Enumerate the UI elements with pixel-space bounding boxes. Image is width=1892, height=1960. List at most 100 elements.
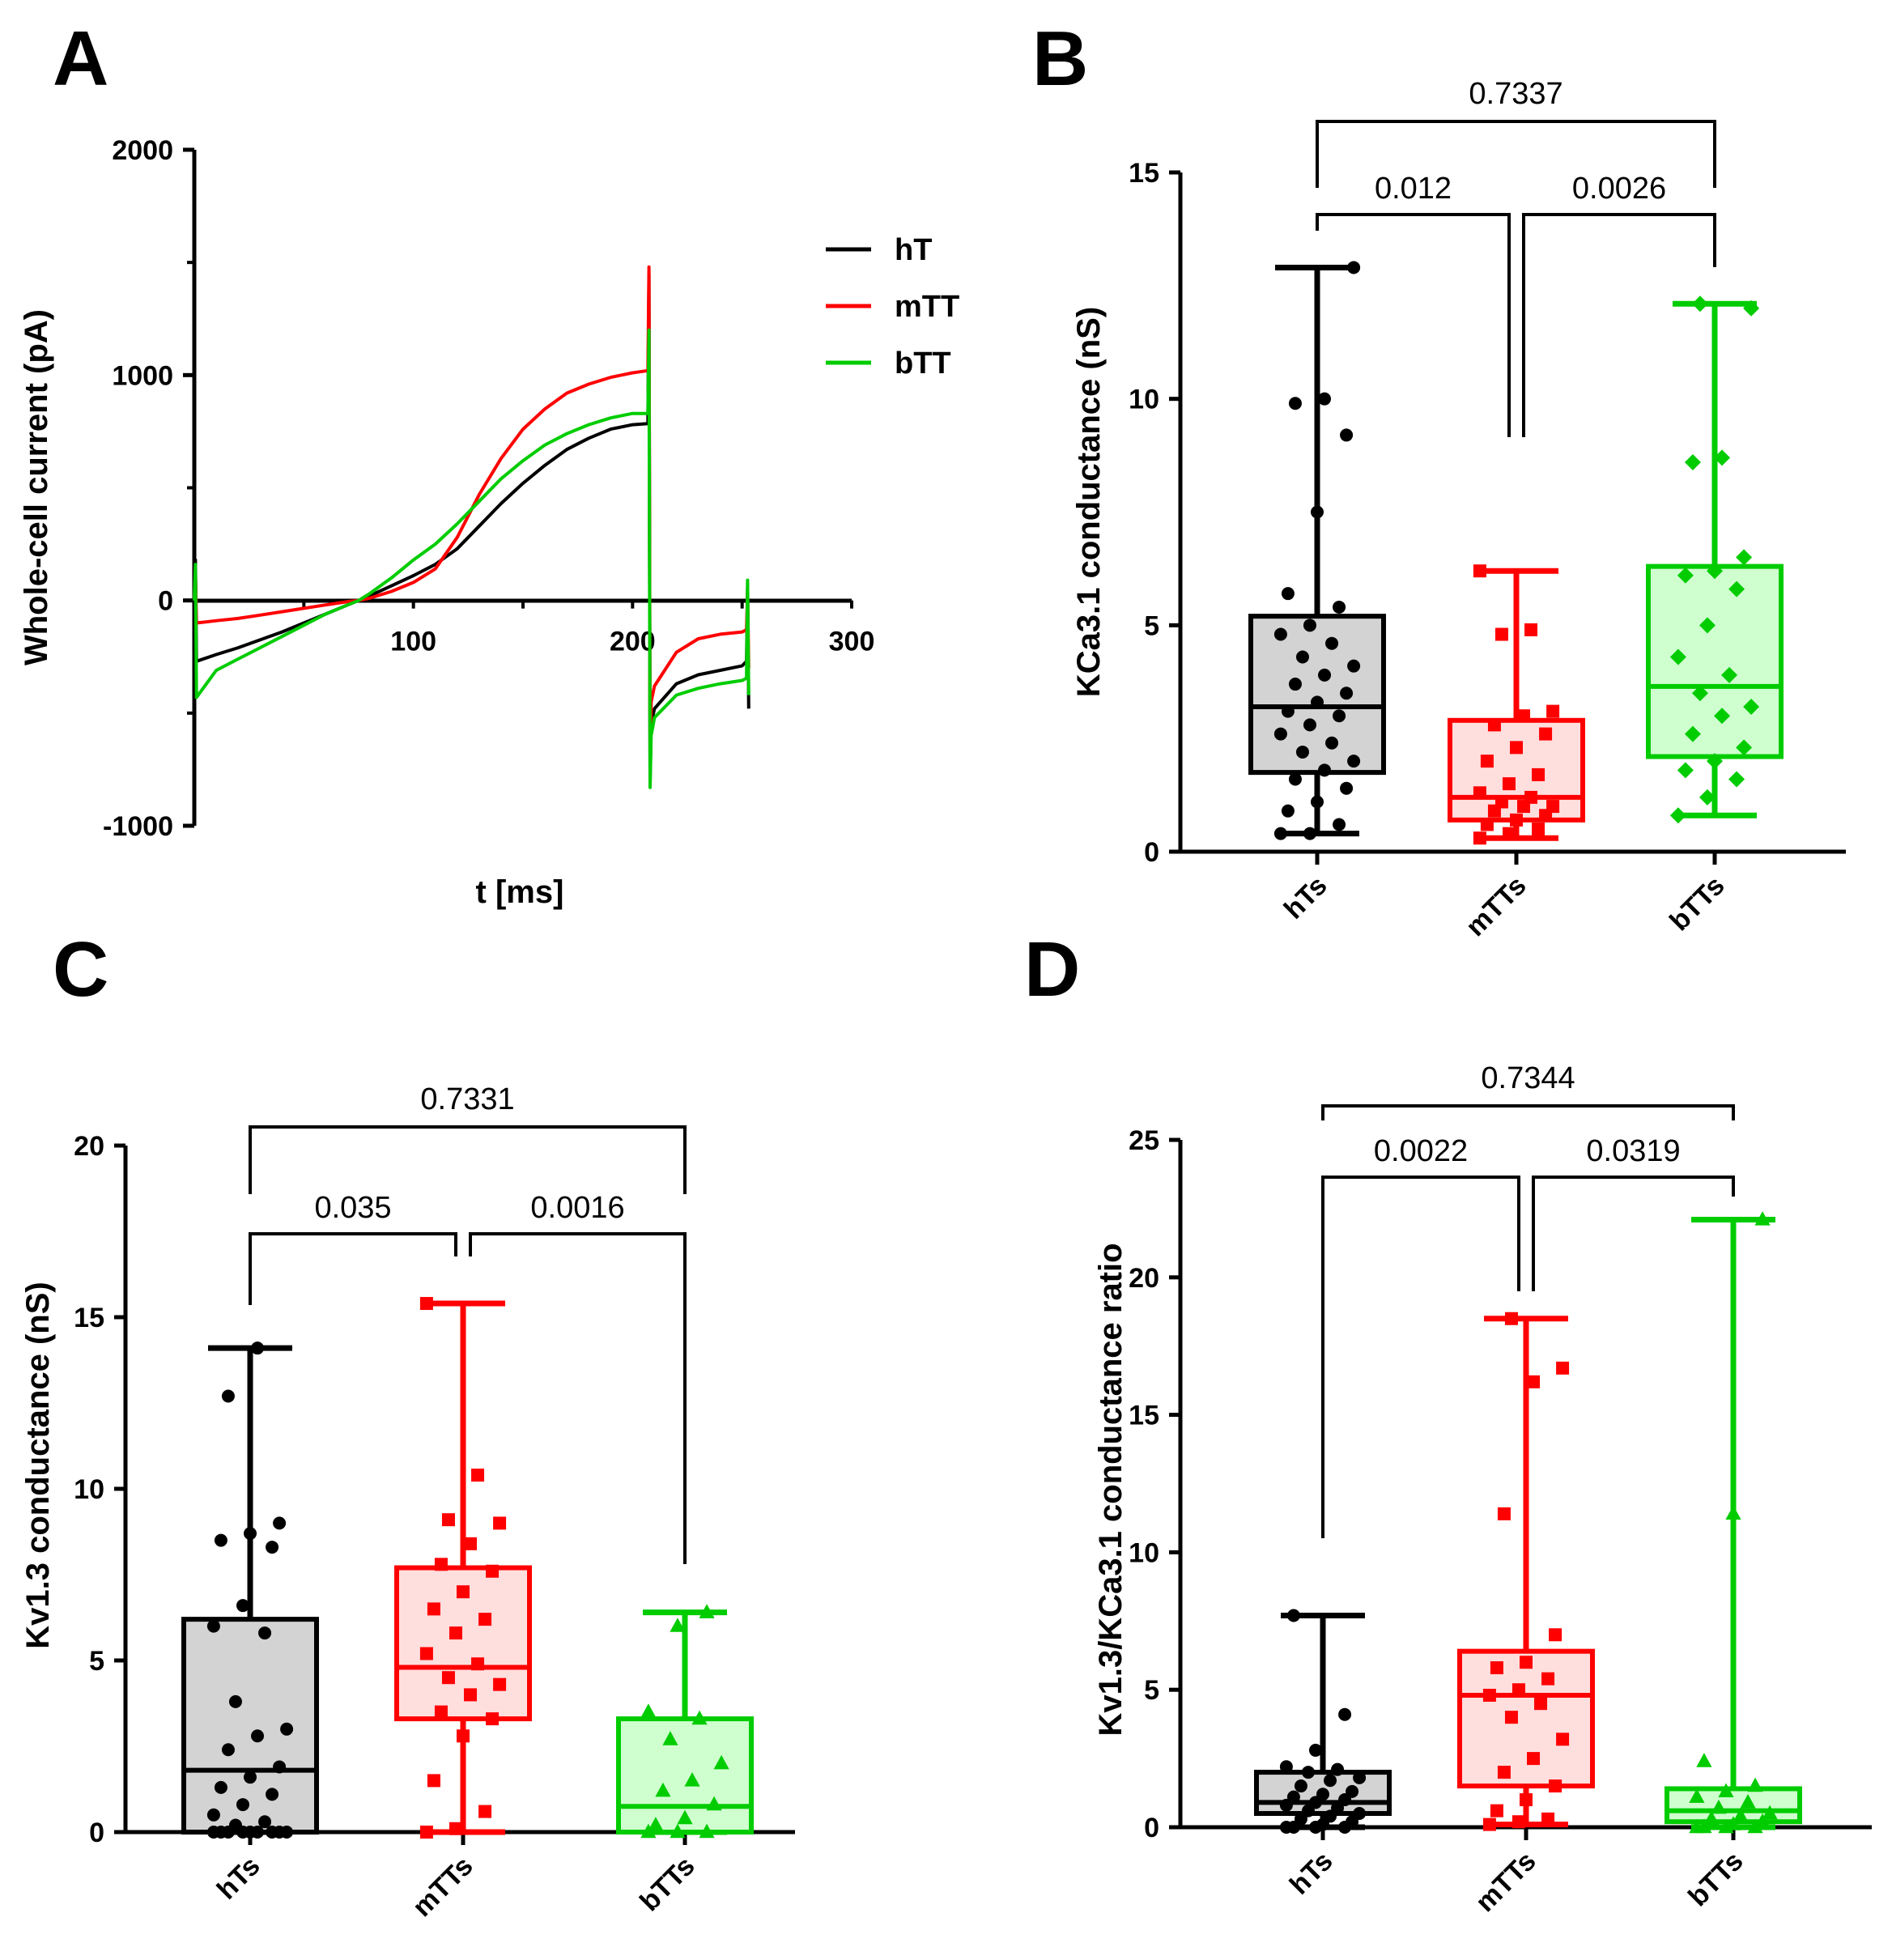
panel-a-line-chart: -1000 0 1000 2000 100 200 300 hT mTT bTT t [ms… <box>19 135 959 910</box>
panel-a-y-tick-label: 2000 <box>112 135 173 166</box>
panel-b-box-mtts <box>1448 564 1585 845</box>
data-point <box>1340 781 1354 795</box>
data-point <box>206 1619 220 1633</box>
data-point <box>1273 827 1287 840</box>
data-point <box>1325 636 1339 650</box>
data-point <box>449 1822 462 1835</box>
data-point <box>1303 718 1316 732</box>
panel-a-y-tick-label: 0 <box>158 586 173 617</box>
data-point <box>236 1599 249 1613</box>
panel-a-legend: hT mTT bTT <box>826 233 959 381</box>
data-point <box>1288 772 1302 786</box>
data-point <box>251 1341 265 1355</box>
data-point <box>1288 397 1302 410</box>
data-point <box>1728 580 1745 597</box>
legend-label-ht: hT <box>895 233 932 267</box>
data-point <box>640 1703 657 1718</box>
panel-d-y-tick-label: 5 <box>1144 1675 1159 1706</box>
data-point <box>280 1722 294 1736</box>
comparison-bracket-1 <box>249 1232 457 1305</box>
data-point <box>266 1788 279 1801</box>
data-point <box>206 1808 220 1822</box>
panel-c-y-tick-label: 5 <box>89 1646 104 1677</box>
panel-c-y-tick-label: 0 <box>89 1818 104 1848</box>
data-point <box>1303 619 1316 632</box>
panel-b-box-hts <box>1248 261 1386 840</box>
data-point <box>1340 687 1354 700</box>
data-point <box>1281 587 1295 601</box>
data-point <box>1497 1766 1511 1779</box>
data-point <box>280 1826 294 1839</box>
panel-d-box-mtts <box>1457 1312 1595 1831</box>
data-point <box>1696 1753 1712 1767</box>
data-point <box>1333 818 1346 831</box>
data-point <box>419 1647 433 1660</box>
panel-a-x-tick-label: 300 <box>829 627 875 657</box>
data-point <box>1318 763 1332 777</box>
data-point <box>221 1389 235 1403</box>
data-point <box>266 1541 279 1554</box>
panel-c-y-tick-label: 15 <box>74 1303 104 1333</box>
box-iqr <box>1448 717 1585 823</box>
data-point <box>457 1729 470 1743</box>
data-point <box>1532 823 1545 836</box>
data-point <box>1669 648 1686 665</box>
box-iqr <box>181 1617 319 1835</box>
panel-b-y-tick-label: 5 <box>1144 610 1159 641</box>
data-point <box>434 1558 448 1571</box>
data-point <box>1539 727 1553 741</box>
panel-b-box-btts <box>1646 295 1784 824</box>
data-point <box>228 1818 242 1832</box>
data-point <box>1556 1733 1570 1746</box>
data-point <box>1747 1818 1763 1834</box>
data-point <box>1703 1810 1720 1826</box>
data-point <box>670 1618 686 1632</box>
panel-letter-b: B <box>1032 15 1088 102</box>
data-point <box>1473 786 1486 800</box>
comparison-label-2: 0.0319 <box>1586 1134 1680 1168</box>
data-point <box>1288 678 1302 691</box>
data-point <box>434 1705 448 1719</box>
panel-a-series <box>193 265 750 789</box>
comparison-label-3: 0.7337 <box>1469 77 1562 111</box>
data-point <box>1728 771 1745 788</box>
comparison-label-2: 0.0016 <box>530 1191 624 1225</box>
panel-letter-a: A <box>53 15 108 102</box>
data-point <box>419 1297 433 1311</box>
data-point <box>1546 800 1560 814</box>
panel-d-y-tick-label: 10 <box>1129 1537 1159 1568</box>
comparison-label-1: 0.012 <box>1375 172 1452 206</box>
data-point <box>228 1694 242 1708</box>
data-point <box>1301 1766 1315 1779</box>
panel-a-series-mtt <box>193 265 750 760</box>
data-point <box>1480 818 1494 831</box>
data-point <box>457 1585 470 1599</box>
data-point <box>214 1533 227 1547</box>
comparison-label-3: 0.7344 <box>1481 1061 1575 1095</box>
data-point <box>1549 1628 1562 1642</box>
data-point <box>1311 695 1324 709</box>
data-point <box>677 1809 693 1825</box>
comparison-bracket-1 <box>1321 1176 1520 1538</box>
data-point <box>441 1513 455 1527</box>
data-point <box>1754 1211 1771 1226</box>
data-point <box>1318 392 1332 406</box>
data-point <box>1549 1779 1562 1793</box>
comparison-bracket-3 <box>1316 120 1716 188</box>
panel-a-x-tick-label: 200 <box>610 627 656 657</box>
data-point <box>1338 1707 1352 1721</box>
data-point <box>1318 668 1332 682</box>
data-point <box>1303 827 1316 840</box>
data-point <box>427 1602 440 1616</box>
panel-c-y-tick-label: 20 <box>74 1131 104 1162</box>
data-point <box>1743 699 1760 716</box>
data-point <box>1347 755 1361 768</box>
comparison-bracket-3 <box>1321 1104 1735 1120</box>
data-point <box>1473 564 1486 578</box>
data-point <box>1325 736 1339 750</box>
data-point <box>1527 1752 1541 1766</box>
data-point <box>1510 813 1523 827</box>
data-point <box>1541 1672 1555 1686</box>
data-point <box>1480 755 1494 768</box>
